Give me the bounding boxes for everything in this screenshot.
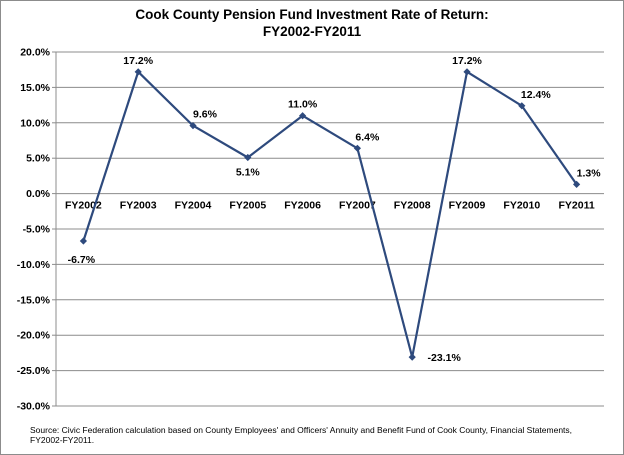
y-tick-label: 0.0% bbox=[26, 188, 51, 200]
data-label: -6.7% bbox=[68, 254, 96, 266]
y-tick-label: -20.0% bbox=[17, 330, 51, 342]
data-marker bbox=[353, 144, 361, 152]
data-label: 17.2% bbox=[452, 55, 482, 67]
x-category-label: FY2011 bbox=[558, 200, 594, 212]
x-category-label: FY2003 bbox=[120, 200, 157, 212]
data-marker bbox=[189, 122, 197, 130]
data-marker bbox=[244, 153, 252, 162]
y-tick-label: 20.0% bbox=[20, 47, 50, 59]
y-tick-label: -10.0% bbox=[17, 259, 51, 271]
data-label: -23.1% bbox=[428, 352, 462, 364]
data-label: 1.3% bbox=[577, 167, 602, 179]
chart-subtitle: FY2002-FY2011 bbox=[262, 24, 362, 39]
data-label: 5.1% bbox=[236, 166, 261, 178]
series-line bbox=[82, 69, 578, 358]
data-marker bbox=[573, 180, 581, 188]
data-marker bbox=[463, 68, 471, 76]
data-label: 11.0% bbox=[288, 99, 318, 111]
data-label: 17.2% bbox=[123, 55, 153, 67]
x-category-label: FY2005 bbox=[229, 200, 266, 212]
data-marker bbox=[518, 102, 526, 110]
y-axis-tick-labels: 20.0% 15.0% 10.0% 5.0% 0.0% -5.0% -10.0% -15.0%… bbox=[17, 47, 51, 413]
data-marker bbox=[134, 68, 142, 76]
x-category-label: FY2009 bbox=[449, 200, 486, 212]
chart-title-block: Cook County Pension Fund Investment Rate… bbox=[0, 6, 624, 40]
chart-title: Cook County Pension Fund Investment Rate… bbox=[135, 7, 489, 22]
x-category-label: FY2007 bbox=[339, 200, 376, 212]
x-category-label: FY2006 bbox=[284, 200, 321, 212]
x-axis-category-labels: FY2002 FY2003 FY2004 FY2005 FY2006 FY2007 FY20… bbox=[65, 200, 595, 212]
x-category-label: FY2008 bbox=[394, 200, 431, 212]
data-marker bbox=[79, 237, 87, 245]
y-tick-label: 10.0% bbox=[20, 117, 50, 129]
data-marker bbox=[408, 353, 416, 361]
x-category-label: FY2004 bbox=[175, 200, 212, 212]
data-label: 9.6% bbox=[193, 109, 218, 121]
data-label: 6.4% bbox=[355, 131, 380, 143]
x-category-label: FY2010 bbox=[503, 200, 540, 212]
y-tick-label: -5.0% bbox=[23, 224, 51, 236]
series-line-path bbox=[82, 69, 578, 358]
y-tick-label: -30.0% bbox=[17, 401, 51, 413]
data-label: 12.4% bbox=[521, 89, 551, 101]
x-category-label: FY2002 bbox=[65, 200, 102, 212]
source-note: Source: Civic Federation calculation bas… bbox=[30, 425, 573, 445]
data-markers bbox=[79, 68, 581, 361]
y-tick-label: 15.0% bbox=[20, 82, 50, 94]
y-tick-label: -25.0% bbox=[17, 365, 51, 377]
data-labels: -6.7% 17.2% 9.6% 5.1% 11.0% 6.4% -23.1% 17.2% 12… bbox=[68, 55, 602, 364]
gridlines bbox=[52, 51, 604, 407]
y-tick-label: -15.0% bbox=[17, 294, 51, 306]
data-marker bbox=[299, 112, 307, 120]
y-tick-label: 5.0% bbox=[26, 153, 51, 165]
